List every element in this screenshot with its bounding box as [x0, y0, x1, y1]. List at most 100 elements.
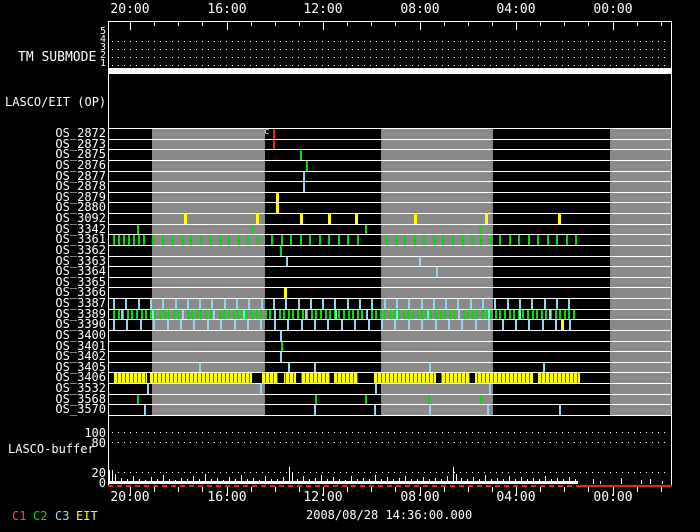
buffer-trace-spike	[435, 478, 436, 484]
buffer-trace-spike	[375, 475, 376, 484]
os-row-bar-gap	[358, 373, 374, 383]
os-row-mark-b	[569, 320, 571, 330]
os-row-mark-b	[182, 310, 184, 319]
os-row-mark-b	[303, 182, 305, 192]
top-axis-time-label: 08:00	[400, 2, 440, 17]
os-row-mark-g	[407, 310, 409, 319]
os-row-separator	[108, 287, 672, 288]
os-row-mark-g	[260, 310, 262, 319]
buffer-trace-spike	[211, 479, 212, 484]
buffer-trace-spike	[133, 476, 134, 484]
os-row-mark-g	[187, 310, 189, 319]
top-axis-minor-tick	[371, 21, 372, 26]
os-row-mark-g	[238, 235, 240, 245]
os-row-mark-g	[556, 235, 558, 245]
buffer-trace-spike	[650, 479, 651, 484]
top-axis-major-tick	[420, 21, 421, 30]
top-axis-major-tick	[323, 21, 324, 30]
buffer-trace-spike	[527, 479, 528, 484]
os-row-mark-b	[303, 172, 305, 181]
bottom-axis-time-label: 20:00	[110, 490, 150, 505]
os-row-mark-g	[209, 235, 211, 245]
os-row-label: OS_3390	[55, 317, 106, 331]
os-row-label: OS_3362	[55, 243, 106, 257]
os-row-mark-g	[442, 235, 444, 245]
buffer-ytick: 20	[91, 466, 106, 480]
buffer-trace-spike	[253, 478, 254, 484]
top-axis-major-tick	[613, 21, 614, 30]
buffer-trace-spike	[127, 479, 128, 484]
os-row-mark-b	[556, 299, 558, 309]
os-row-mark-g	[528, 235, 530, 245]
os-row-mark-g	[280, 246, 282, 256]
os-row-separator	[108, 404, 672, 405]
os-row-mark-g	[309, 235, 311, 245]
buffer-trace-spike	[399, 478, 400, 484]
buffer-trace-spike	[539, 479, 540, 484]
os-row-mark-g	[357, 235, 359, 245]
os-row-label: OS_3532	[55, 381, 106, 395]
buffer-trace-spike	[485, 475, 486, 484]
os-row-mark-g	[394, 310, 396, 319]
os-row-label: OS_3402	[55, 349, 106, 363]
os-row-mark-b	[213, 310, 215, 319]
os-row-mark-g	[279, 310, 281, 319]
os-row-mark-b	[273, 299, 275, 309]
os-row-mark-b	[433, 299, 435, 309]
buffer-trace-spike	[145, 480, 146, 484]
os-row-mark-g	[352, 310, 354, 319]
os-row-mark-g	[513, 310, 515, 319]
os-row-mark-g	[319, 235, 321, 245]
os-row-separator	[108, 160, 672, 161]
os-row-mark-b	[435, 320, 437, 330]
bottom-axis-minor-tick	[637, 487, 638, 492]
os-row-mark-g	[228, 235, 230, 245]
os-row-mark-g	[461, 235, 463, 245]
buffer-trace-spike	[303, 476, 304, 484]
bottom-axis-minor-tick	[275, 487, 276, 492]
os-row-mark-b	[368, 320, 370, 330]
os-row-mark-g	[328, 235, 330, 245]
os-row-mark-b	[341, 320, 343, 330]
tm-submode-ytick: 1	[99, 58, 106, 69]
os-row-mark-g	[137, 395, 139, 404]
os-row-mark-b	[528, 320, 530, 330]
buffer-trace-spike	[229, 477, 230, 484]
os-row-mark-g	[518, 235, 520, 245]
bottom-axis-time-label: 00:00	[593, 490, 633, 505]
buffer-trace-spike	[217, 478, 218, 484]
top-axis-minor-tick	[154, 21, 155, 26]
os-row-mark-b	[274, 310, 276, 319]
os-row-separator	[108, 383, 672, 384]
os-row-mark-y	[284, 288, 287, 298]
buffer-trace-spike	[381, 479, 382, 484]
buffer-trace-spike	[121, 478, 122, 484]
os-row-mark-g	[472, 310, 474, 319]
os-row-mark-g	[550, 310, 552, 319]
os-row-mark-y	[561, 320, 564, 330]
os-row-bar-gap	[296, 373, 301, 383]
legend-item-c1: C1	[12, 509, 27, 523]
top-axis-minor-tick	[492, 21, 493, 26]
os-row-mark-y	[276, 193, 279, 202]
os-row-mark-g	[559, 310, 561, 319]
os-row-mark-b	[408, 320, 410, 330]
buffer-trace-spike	[235, 479, 236, 484]
os-row-mark-b	[113, 320, 115, 330]
tm-submode-label: TM SUBMODE	[18, 50, 97, 65]
os-row-mark-b	[429, 405, 431, 415]
os-row-mark-g	[171, 235, 173, 245]
os-row-mark-g	[173, 310, 175, 319]
os-row-separator	[108, 256, 672, 257]
os-row-mark-g	[476, 310, 478, 319]
os-row-mark-r	[273, 140, 275, 149]
os-row-mark-g	[251, 310, 253, 319]
os-row-mark-g	[453, 310, 455, 319]
buffer-trace-spike	[345, 480, 346, 484]
os-row-mark-g	[444, 310, 446, 319]
os-row-mark-b	[421, 320, 423, 330]
os-row-mark-g	[348, 310, 350, 319]
buffer-red-line-dashed	[108, 485, 578, 487]
os-row-mark-b	[207, 320, 209, 330]
bottom-axis-minor-tick	[492, 487, 493, 492]
